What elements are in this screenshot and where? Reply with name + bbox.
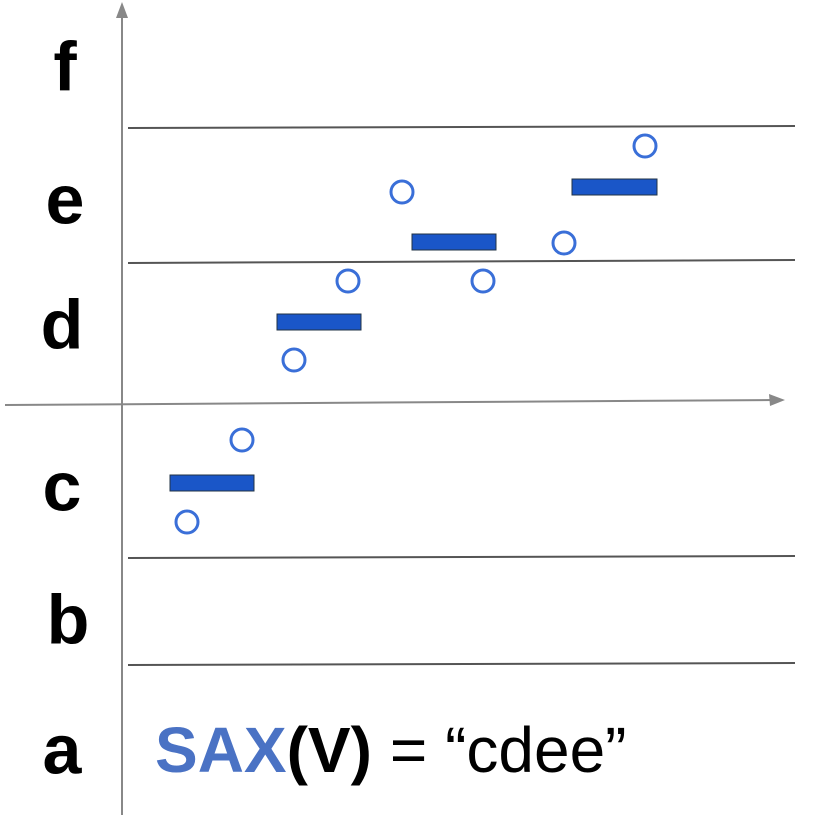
point	[389, 179, 415, 205]
horizontal-axis	[4, 399, 776, 406]
formula-name: SAX	[155, 714, 287, 786]
breakpoint-line	[127, 125, 796, 129]
level-label: c	[43, 447, 82, 525]
paa-bar	[169, 474, 255, 492]
point	[632, 133, 658, 159]
axis-arrow	[769, 394, 785, 406]
level-label: a	[43, 710, 83, 788]
paa-bar	[571, 178, 658, 196]
breakpoint-line	[127, 259, 796, 264]
breakpoint-line	[127, 555, 796, 559]
paa-segments	[169, 178, 658, 492]
formula: SAX(V) = “cdee”	[155, 714, 626, 786]
point	[281, 347, 307, 373]
paa-bar	[411, 233, 497, 251]
level-label: f	[53, 27, 77, 105]
point	[229, 427, 255, 453]
level-label: e	[46, 160, 85, 238]
breakpoints	[127, 125, 796, 666]
point	[551, 230, 577, 256]
point	[335, 268, 361, 294]
points	[174, 133, 658, 535]
level-label: b	[47, 580, 90, 658]
breakpoint-line	[127, 662, 796, 666]
level-labels: f e d c b a	[41, 27, 90, 788]
level-label: d	[41, 285, 84, 363]
axes	[4, 2, 785, 815]
point	[470, 268, 496, 294]
point	[174, 509, 200, 535]
paa-bar	[276, 313, 362, 331]
formula-argument: (V)	[287, 714, 372, 786]
formula-result: = “cdee”	[390, 714, 627, 786]
axis-arrow	[116, 2, 128, 18]
